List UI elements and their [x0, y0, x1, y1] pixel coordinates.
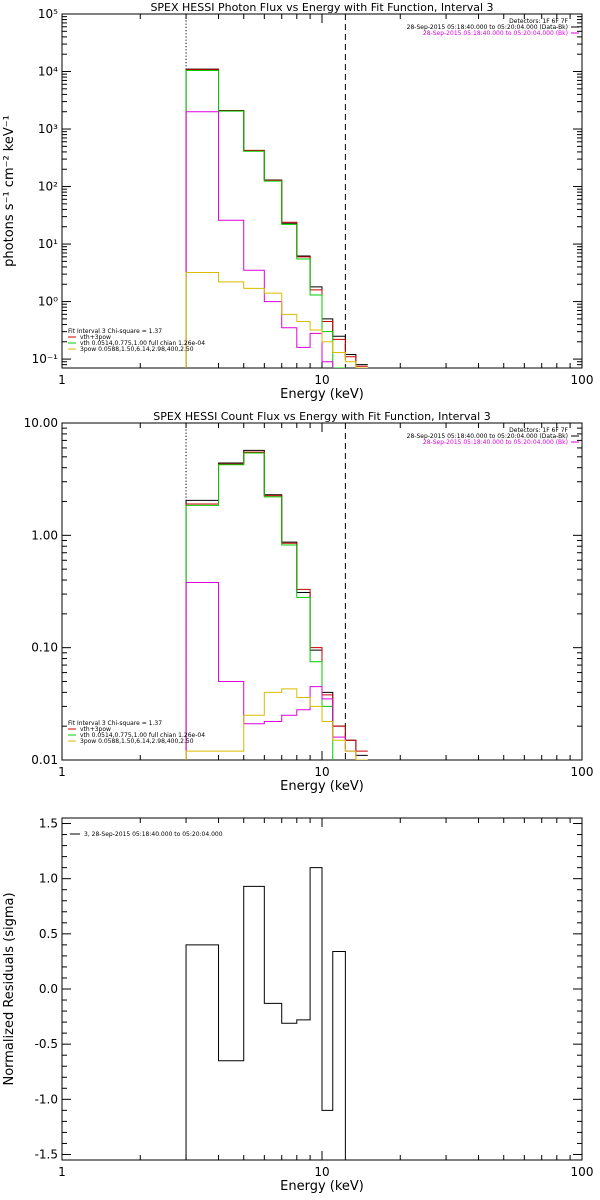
- series-line-3: [185, 452, 334, 760]
- series-line-2: [185, 69, 368, 368]
- legend-entry: vth+3pow: [80, 726, 111, 733]
- y-tick-label: 10⁴: [38, 65, 58, 79]
- chart-title: SPEX HESSI Photon Flux vs Energy with Fi…: [150, 1, 493, 14]
- y-tick-label: 10.00: [24, 416, 58, 430]
- x-tick-label: 100: [571, 765, 594, 779]
- info-text: 28-Sep-2015 05:18:40.000 to 05:20:04.000…: [407, 433, 568, 440]
- plot-area: [185, 14, 368, 368]
- y-tick-label: 1.5: [39, 817, 58, 831]
- series-line-1: [185, 867, 346, 1160]
- y-tick-label: 10¹: [38, 237, 58, 251]
- chart-panel-2: SPEX HESSI Count Flux vs Energy with Fit…: [24, 410, 594, 794]
- x-tick-label: 10: [314, 373, 329, 387]
- x-tick-label: 1: [58, 373, 66, 387]
- legend-entry: vth 0.0514,0.775,1.00 full chian 1.26e-0…: [80, 340, 205, 347]
- plot-area: [185, 423, 368, 760]
- y-tick-label: 1.0: [39, 872, 58, 886]
- series-line-5: [185, 688, 368, 760]
- x-tick-label: 100: [571, 1165, 594, 1179]
- chart-panel-1: SPEX HESSI Photon Flux vs Energy with Fi…: [2, 1, 594, 402]
- series-line-5: [185, 272, 368, 368]
- y-axis-label: Normalized Residuals (sigma): [2, 892, 17, 1085]
- y-tick-label: 0.0: [39, 982, 58, 996]
- legend-entry: vth 0.0514,0.775,1.00 full chian 1.26e-0…: [80, 732, 205, 739]
- info-text: Detectors: 1F 6F 7F: [509, 427, 568, 434]
- y-tick-label: -1.5: [35, 1147, 58, 1161]
- y-tick-label: 10²: [38, 180, 58, 194]
- info-text: 28-Sep-2015 05:18:40.000 to 05:20:04.000…: [407, 24, 568, 31]
- x-tick-label: 10: [314, 765, 329, 779]
- y-axis-label: photons s⁻¹ cm⁻² keV⁻¹: [2, 115, 17, 267]
- chart-title: SPEX HESSI Count Flux vs Energy with Fit…: [153, 410, 490, 423]
- series-line-3: [185, 70, 346, 368]
- x-tick-label: 1: [58, 765, 66, 779]
- plot-area: [185, 867, 346, 1160]
- x-axis-label: Energy (keV): [280, 1179, 364, 1194]
- x-axis-label: Energy (keV): [280, 387, 364, 402]
- fit-text: Fit Interval 3 Chi-square = 1.37: [68, 720, 162, 727]
- x-axis-label: Energy (keV): [280, 779, 364, 794]
- series-line-4: [185, 582, 368, 760]
- y-tick-label: 1.00: [31, 528, 58, 542]
- info-text: Detectors: 1F 6F 7F: [509, 18, 568, 25]
- legend-entry: vth+3pow: [80, 334, 111, 341]
- y-tick-label: 10⁰: [38, 295, 58, 309]
- y-tick-label: 0.01: [31, 753, 58, 767]
- series-line-4: [185, 111, 334, 368]
- y-tick-label: -1.0: [35, 1092, 58, 1106]
- fit-text: Fit Interval 3 Chi-square = 1.37: [68, 328, 162, 335]
- info-text: 28-Sep-2015 05:18:40.000 to 05:20:04.000…: [423, 439, 568, 446]
- series-line-1: [185, 68, 368, 368]
- x-tick-label: 1: [58, 1165, 66, 1179]
- y-tick-label: 10⁻¹: [32, 352, 59, 366]
- info-text: 28-Sep-2015 05:18:40.000 to 05:20:04.000…: [423, 30, 568, 37]
- series-line-2: [185, 451, 368, 760]
- legend-entry: 3, 28-Sep-2015 05:18:40.000 to 05:20:04.…: [84, 831, 223, 838]
- y-tick-label: 10⁵: [38, 7, 58, 21]
- y-tick-label: 0.10: [31, 641, 58, 655]
- legend-entry: 3pow 0.0588,1.50,6.14,2.98,400,2.50: [80, 346, 194, 353]
- y-tick-label: 10³: [38, 122, 58, 136]
- y-tick-label: -0.5: [35, 1037, 58, 1051]
- x-tick-label: 100: [571, 373, 594, 387]
- chart-panel-3: 1 10 100 Energy (keV) -1.5 -1.0 -0.5 0.0 0.5 1.0 1…: [2, 817, 593, 1194]
- legend-entry: 3pow 0.0588,1.50,6.14,2.98,400,2.50: [80, 738, 194, 745]
- x-tick-label: 10: [314, 1165, 329, 1179]
- y-tick-label: 0.5: [39, 927, 58, 941]
